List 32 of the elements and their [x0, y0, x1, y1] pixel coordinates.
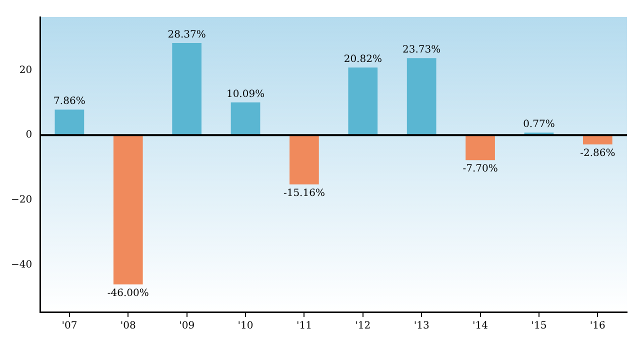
x-tick-label: '16 [590, 320, 606, 332]
data-label: -46.00% [107, 288, 149, 300]
bar [113, 135, 143, 284]
x-tick-label: '11 [296, 320, 312, 332]
data-label: 10.09% [226, 88, 265, 100]
y-tick-label: −40 [10, 260, 32, 271]
x-tick-label: '13 [414, 320, 430, 332]
data-label: -15.16% [283, 188, 325, 199]
bar [54, 110, 84, 136]
x-tick-label: '14 [472, 320, 488, 332]
y-tick-label: 0 [26, 130, 32, 141]
y-tick-label: −20 [10, 194, 32, 206]
data-label: -7.70% [462, 164, 498, 175]
y-tick-label: 20 [19, 64, 32, 76]
x-tick-label: '09 [179, 320, 195, 332]
bar [466, 135, 495, 160]
x-tick-label: '08 [120, 320, 136, 332]
bar [406, 58, 436, 136]
bar [230, 102, 260, 136]
bar [172, 43, 202, 136]
data-label: 28.37% [168, 30, 206, 41]
data-label: 7.86% [54, 96, 86, 108]
data-label: 23.73% [402, 44, 441, 56]
bar [290, 135, 319, 184]
data-label: -2.86% [580, 148, 616, 160]
data-label: 0.77% [523, 119, 555, 130]
x-tick-label: '15 [531, 320, 547, 332]
x-tick-label: '10 [238, 320, 254, 332]
bar [348, 68, 378, 136]
x-tick-label: '12 [355, 320, 371, 332]
x-tick-label: '07 [62, 320, 78, 332]
data-label: 20.82% [344, 54, 382, 66]
